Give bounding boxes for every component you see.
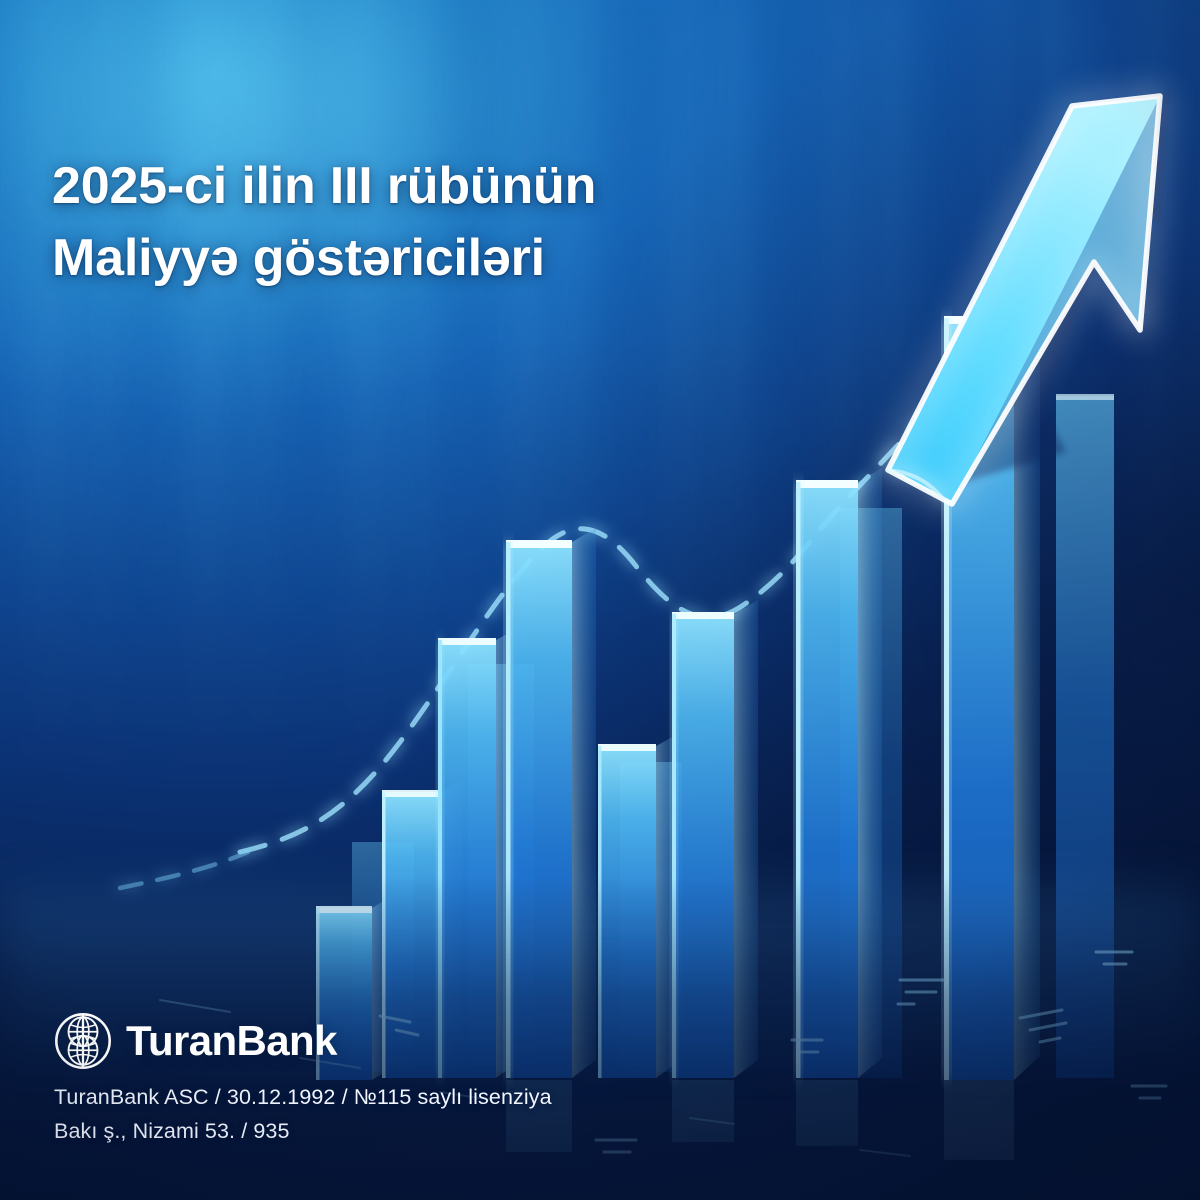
legal-line-2: Bakı ş., Nizami 53. / 935 bbox=[54, 1119, 290, 1143]
legal-info: TuranBank ASC / 30.12.1992 / №115 saylı … bbox=[54, 1080, 552, 1148]
headline-line-1: 2025-ci ilin III rübünün bbox=[52, 157, 597, 215]
up-right-arrow-icon bbox=[885, 86, 1170, 507]
globe-icon bbox=[55, 1013, 111, 1069]
headline: 2025-ci ilin III rübünün Maliyyə göstəri… bbox=[52, 150, 596, 294]
headline-line-2: Maliyyə göstəriciləri bbox=[52, 229, 545, 287]
brand-name: TuranBank bbox=[126, 1017, 337, 1064]
legal-line-1: TuranBank ASC / 30.12.1992 / №115 saylı … bbox=[54, 1085, 552, 1109]
brand-lockup: TuranBank bbox=[54, 1012, 337, 1070]
